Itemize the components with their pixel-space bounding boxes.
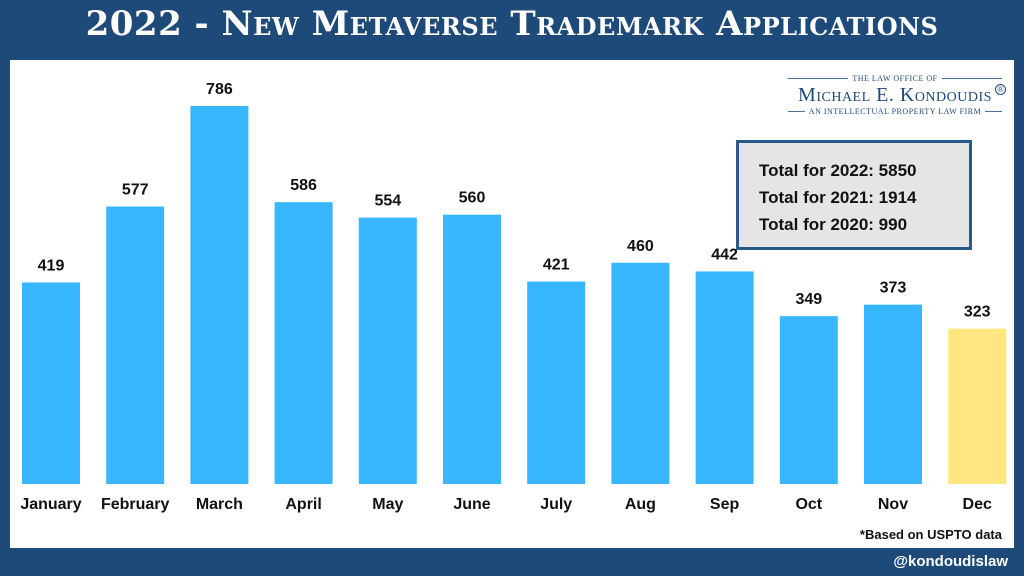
value-label-june: 560 [459, 190, 486, 207]
value-label-nov: 373 [880, 280, 907, 297]
bar-dec [948, 328, 1007, 484]
logo-line-3: AN INTELLECTUAL PROPERTY LAW FIRM [808, 107, 982, 116]
bar-aug [611, 262, 670, 484]
tick-label-june: June [453, 496, 490, 513]
tick-label-may: May [372, 496, 403, 513]
value-label-july: 421 [543, 257, 570, 274]
logo-name: Michael E. Kondoudis [798, 84, 992, 106]
value-label-january: 419 [38, 257, 65, 274]
tick-label-oct: Oct [795, 496, 822, 513]
chart-panel: 419 January 577 February 786 March 586 April 554… [10, 60, 1014, 548]
value-label-march: 786 [206, 81, 233, 98]
registered-mark: ® [995, 84, 1006, 95]
value-label-april: 586 [290, 177, 317, 194]
total-2020: Total for 2020: 990 [759, 215, 908, 234]
bar-july [527, 281, 586, 484]
bar-may [358, 217, 417, 485]
tick-label-sep: Sep [710, 496, 740, 513]
bar-chart: 419 January 577 February 786 March 586 April 554… [20, 81, 1007, 513]
tick-label-aug: Aug [625, 496, 656, 513]
value-label-february: 577 [122, 182, 149, 199]
source-note: *Based on USPTO data [859, 527, 1002, 542]
tick-label-july: July [540, 496, 572, 513]
bar-april [274, 202, 333, 484]
tick-label-january: January [20, 496, 81, 513]
total-2021: Total for 2021: 1914 [759, 188, 917, 207]
tick-label-nov: Nov [878, 496, 908, 513]
total-2022: Total for 2022: 5850 [759, 161, 917, 180]
tick-label-february: February [101, 496, 170, 513]
tick-label-dec: Dec [963, 496, 992, 513]
bar-june [443, 214, 501, 485]
value-label-sep: 442 [711, 246, 738, 263]
totals-box: Total for 2022: 5850 Total for 2021: 191… [736, 140, 972, 250]
value-label-may: 554 [374, 193, 401, 210]
social-handle: @kondoudislaw [893, 553, 1008, 570]
bar-sep [695, 271, 754, 484]
chart-title: 2022 - New Metaverse Trademark Applicati… [85, 4, 939, 44]
value-label-aug: 460 [627, 238, 654, 255]
bar-february [106, 206, 165, 484]
law-firm-logo: THE LAW OFFICE OF Michael E. Kondoudis ®… [788, 74, 1006, 116]
bar-oct [779, 316, 838, 484]
value-label-dec: 323 [964, 304, 991, 321]
bar-nov [864, 304, 922, 484]
value-label-oct: 349 [795, 291, 822, 308]
logo-line-1: THE LAW OFFICE OF [852, 74, 938, 83]
bar-march [190, 106, 249, 484]
tick-label-march: March [196, 496, 243, 513]
bar-january [22, 282, 80, 484]
tick-label-april: April [285, 496, 321, 513]
